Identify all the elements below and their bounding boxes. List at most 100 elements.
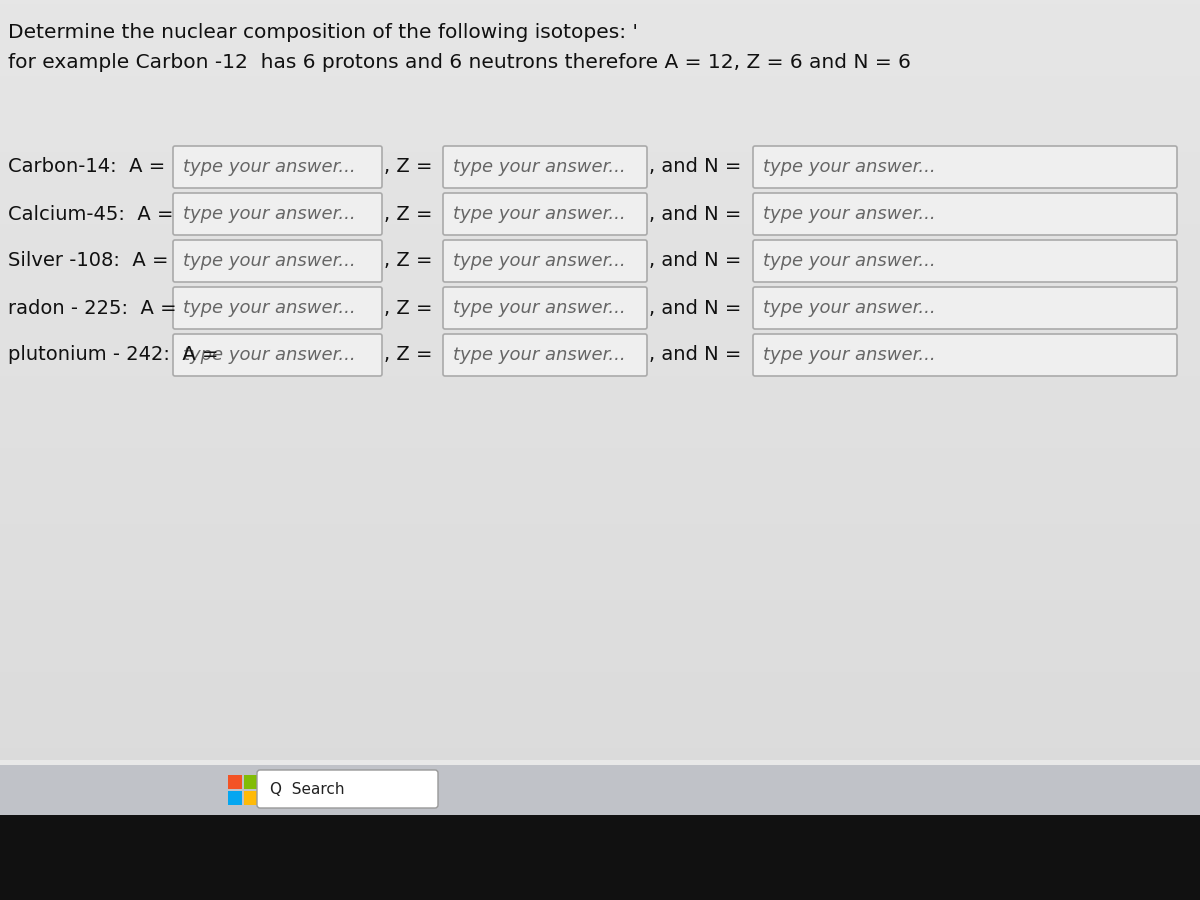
- Bar: [0, 652, 1200, 656]
- FancyBboxPatch shape: [754, 240, 1177, 282]
- Bar: [0, 132, 1200, 136]
- Bar: [0, 332, 1200, 336]
- Bar: [0, 312, 1200, 316]
- Bar: [0, 744, 1200, 748]
- Bar: [0, 680, 1200, 684]
- Bar: [0, 500, 1200, 504]
- Bar: [0, 328, 1200, 332]
- Bar: [0, 260, 1200, 264]
- Bar: [0, 404, 1200, 408]
- Bar: [0, 8, 1200, 12]
- Bar: [0, 280, 1200, 284]
- Bar: [0, 600, 1200, 604]
- Bar: [0, 364, 1200, 368]
- Bar: [0, 508, 1200, 512]
- Bar: [0, 0, 1200, 4]
- Bar: [0, 108, 1200, 112]
- Text: type your answer...: type your answer...: [454, 252, 625, 270]
- Bar: [0, 756, 1200, 760]
- Bar: [0, 592, 1200, 596]
- Bar: [0, 96, 1200, 100]
- Bar: [0, 28, 1200, 32]
- Bar: [0, 140, 1200, 144]
- Bar: [0, 308, 1200, 312]
- Text: type your answer...: type your answer...: [182, 346, 355, 364]
- Text: type your answer...: type your answer...: [454, 299, 625, 317]
- Bar: [0, 164, 1200, 168]
- Bar: [0, 472, 1200, 476]
- Bar: [0, 676, 1200, 680]
- Bar: [0, 316, 1200, 320]
- Text: type your answer...: type your answer...: [763, 346, 936, 364]
- Bar: [0, 88, 1200, 92]
- Bar: [0, 200, 1200, 204]
- Bar: [0, 408, 1200, 412]
- Bar: [0, 732, 1200, 736]
- Bar: [0, 344, 1200, 348]
- Bar: [0, 436, 1200, 440]
- Bar: [0, 720, 1200, 724]
- FancyBboxPatch shape: [173, 146, 382, 188]
- Bar: [0, 388, 1200, 392]
- Text: , and N =: , and N =: [649, 299, 742, 318]
- Bar: [0, 124, 1200, 128]
- Bar: [0, 72, 1200, 76]
- Bar: [228, 791, 242, 805]
- Bar: [0, 400, 1200, 404]
- Bar: [0, 188, 1200, 192]
- Bar: [0, 268, 1200, 272]
- Bar: [0, 516, 1200, 520]
- Bar: [0, 468, 1200, 472]
- Bar: [0, 76, 1200, 80]
- Bar: [0, 144, 1200, 148]
- Text: Determine the nuclear composition of the following isotopes: ': Determine the nuclear composition of the…: [8, 23, 638, 42]
- Bar: [0, 208, 1200, 212]
- Bar: [0, 56, 1200, 60]
- Bar: [0, 644, 1200, 648]
- Bar: [0, 552, 1200, 556]
- Bar: [0, 604, 1200, 608]
- Bar: [0, 640, 1200, 644]
- Text: plutonium - 242:  A =: plutonium - 242: A =: [8, 346, 218, 365]
- Text: , Z =: , Z =: [384, 158, 432, 176]
- Bar: [0, 708, 1200, 712]
- Bar: [0, 264, 1200, 268]
- Bar: [0, 392, 1200, 396]
- Bar: [0, 336, 1200, 340]
- FancyBboxPatch shape: [443, 334, 647, 376]
- Bar: [0, 252, 1200, 256]
- Text: , and N =: , and N =: [649, 204, 742, 223]
- Bar: [0, 384, 1200, 388]
- Bar: [0, 528, 1200, 532]
- Text: type your answer...: type your answer...: [763, 158, 936, 176]
- Bar: [0, 452, 1200, 456]
- Text: , Z =: , Z =: [384, 299, 432, 318]
- Bar: [0, 156, 1200, 160]
- Bar: [0, 668, 1200, 672]
- Bar: [0, 456, 1200, 460]
- Bar: [0, 480, 1200, 484]
- Bar: [0, 496, 1200, 500]
- Bar: [0, 64, 1200, 68]
- Bar: [0, 568, 1200, 572]
- Bar: [244, 791, 258, 805]
- Bar: [0, 92, 1200, 96]
- Bar: [0, 444, 1200, 448]
- Bar: [0, 420, 1200, 424]
- Bar: [0, 32, 1200, 36]
- Text: type your answer...: type your answer...: [182, 205, 355, 223]
- Bar: [0, 128, 1200, 132]
- Bar: [0, 608, 1200, 612]
- Bar: [0, 12, 1200, 16]
- Bar: [0, 380, 1200, 384]
- Bar: [0, 752, 1200, 756]
- Text: , Z =: , Z =: [384, 204, 432, 223]
- Bar: [0, 524, 1200, 528]
- Bar: [0, 464, 1200, 468]
- Bar: [0, 672, 1200, 676]
- Bar: [0, 572, 1200, 576]
- Bar: [0, 716, 1200, 720]
- Bar: [0, 320, 1200, 324]
- Bar: [0, 340, 1200, 344]
- Text: , and N =: , and N =: [649, 346, 742, 365]
